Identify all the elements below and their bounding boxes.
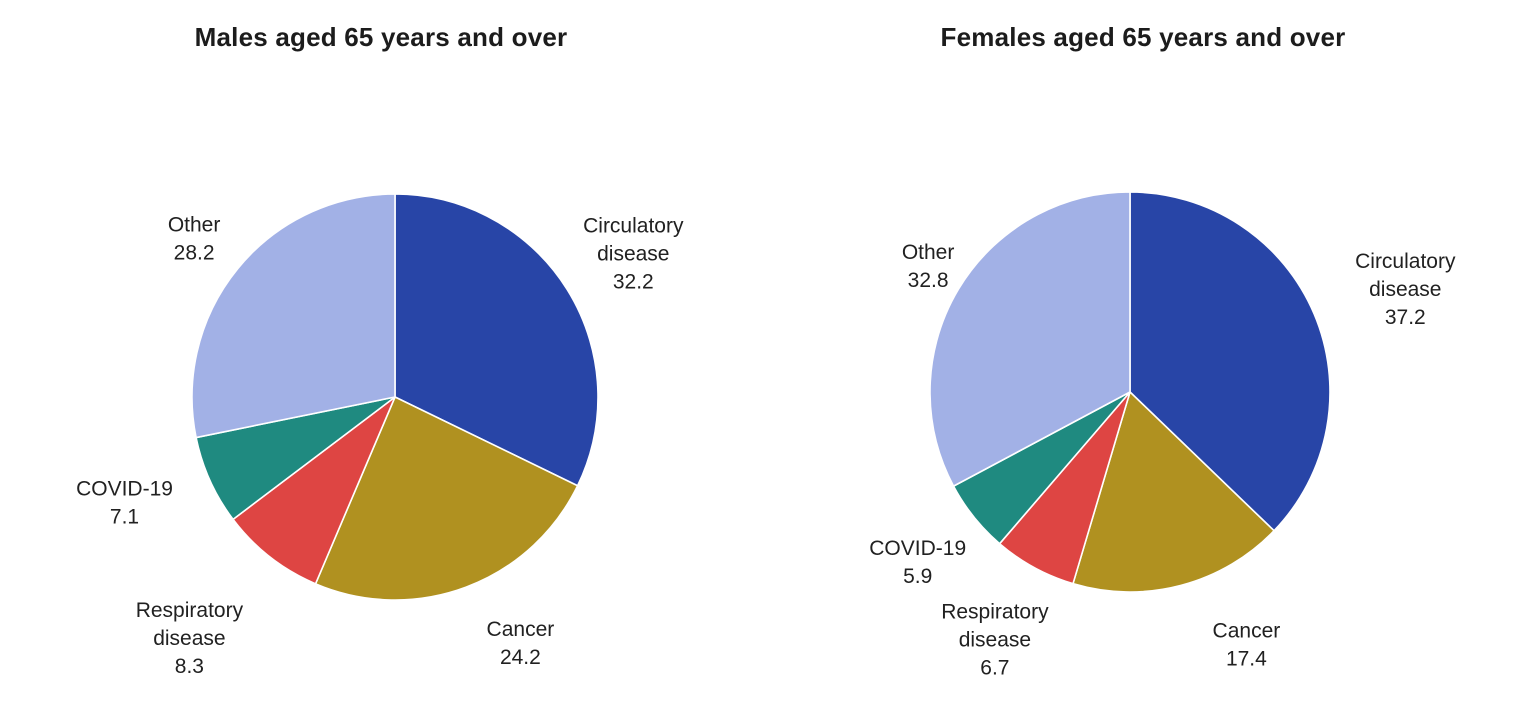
slice-label-circulatory-disease: Circulatory disease 32.2 [583,215,684,294]
pie-males-svg: Circulatory disease 32.2 Cancer 24.2 Respirat… [76,193,684,678]
slice-label-cancer: Cancer 24.2 [487,618,555,669]
slice-label-covid-19: COVID-19 5.9 [869,537,966,588]
pie-slice-cancer [314,396,579,601]
pie-slice-circulatory-disease [1129,191,1331,532]
pie-slice-cancer [1072,391,1275,593]
slice-label-circulatory-disease: Circulatory disease 37.2 [1355,250,1456,329]
pie-females-svg: Circulatory disease 37.2 Cancer 17.4 Respirat… [869,191,1456,680]
chart-title-males: Males aged 65 years and over [194,22,568,52]
pie-slice-circulatory-disease [394,193,599,487]
slice-label-cancer: Cancer 17.4 [1213,619,1281,670]
slice-label-covid-19: COVID-19 7.1 [76,477,173,528]
pie-slice-other [191,193,396,439]
slice-label-other: Other 28.2 [168,214,221,265]
pie-slice-other [929,191,1131,487]
chart-title-females: Females aged 65 years and over [940,22,1346,52]
pie-slice-respiratory-disease [232,396,396,585]
slice-label-respiratory-disease: Respiratory disease 8.3 [136,599,244,678]
slice-label-other: Other 32.8 [902,241,955,292]
pie-chart-females-panel: Females aged 65 years and over Circulato… [762,0,1524,724]
pie-chart-males-panel: Males aged 65 years and over Circulatory… [76,22,684,678]
slice-label-respiratory-disease: Respiratory disease 6.7 [941,601,1049,680]
